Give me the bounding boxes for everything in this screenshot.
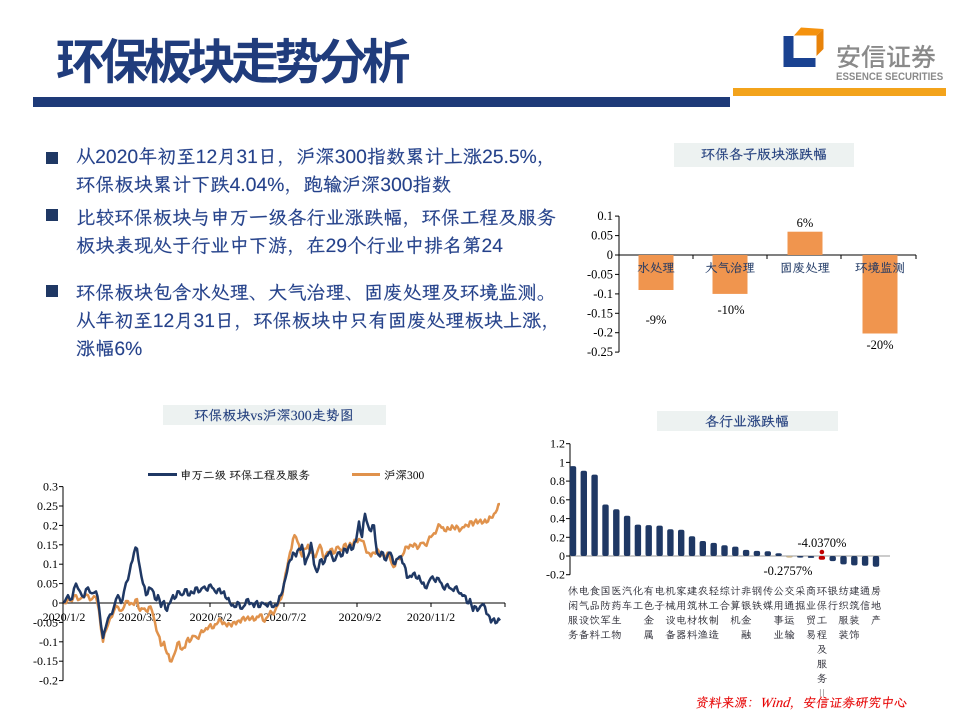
svg-text:-0.2757%: -0.2757% xyxy=(764,564,813,578)
svg-text:0.1: 0.1 xyxy=(43,557,58,571)
svg-text:0.2: 0.2 xyxy=(43,518,58,532)
svg-text:0.6: 0.6 xyxy=(550,493,565,507)
svg-text:-9%: -9% xyxy=(646,313,667,327)
svg-text:2020/9/2: 2020/9/2 xyxy=(339,610,382,624)
svg-text:0.1: 0.1 xyxy=(597,209,613,223)
svg-text:-0.2: -0.2 xyxy=(593,326,613,340)
svg-text:0: 0 xyxy=(559,549,565,563)
svg-text:0: 0 xyxy=(607,248,613,262)
svg-text:0.15: 0.15 xyxy=(37,538,58,552)
svg-text:2020/1/2: 2020/1/2 xyxy=(43,610,86,624)
svg-text:-0.25: -0.25 xyxy=(587,345,613,359)
svg-text:-0.15: -0.15 xyxy=(587,306,613,320)
svg-text:0.25: 0.25 xyxy=(37,499,58,513)
svg-text:0.05: 0.05 xyxy=(37,577,58,591)
svg-text:0.8: 0.8 xyxy=(550,474,565,488)
svg-text:0.4: 0.4 xyxy=(550,512,565,526)
svg-text:0.3: 0.3 xyxy=(43,480,58,494)
svg-text:0: 0 xyxy=(52,596,58,610)
svg-text:2020/3/2: 2020/3/2 xyxy=(119,610,162,624)
svg-text:-0.1: -0.1 xyxy=(39,635,58,649)
svg-text:-0.15: -0.15 xyxy=(33,654,58,668)
svg-text:-0.05: -0.05 xyxy=(587,267,613,281)
svg-text:6%: 6% xyxy=(797,216,814,230)
svg-text:-0.2: -0.2 xyxy=(39,674,58,688)
svg-text:1: 1 xyxy=(559,455,565,469)
svg-text:0.2: 0.2 xyxy=(550,530,565,544)
svg-text:-10%: -10% xyxy=(717,303,744,317)
svg-text:2020/11/2: 2020/11/2 xyxy=(407,610,455,624)
svg-text:-20%: -20% xyxy=(866,338,893,352)
svg-text:-0.1: -0.1 xyxy=(593,287,613,301)
svg-text:-4.0370%: -4.0370% xyxy=(798,536,847,550)
svg-text:-0.2: -0.2 xyxy=(546,568,565,582)
svg-text:1.2: 1.2 xyxy=(550,437,565,451)
svg-text:2020/5/2: 2020/5/2 xyxy=(190,610,233,624)
svg-text:0.05: 0.05 xyxy=(591,229,613,243)
svg-text:-0.05: -0.05 xyxy=(33,615,58,629)
